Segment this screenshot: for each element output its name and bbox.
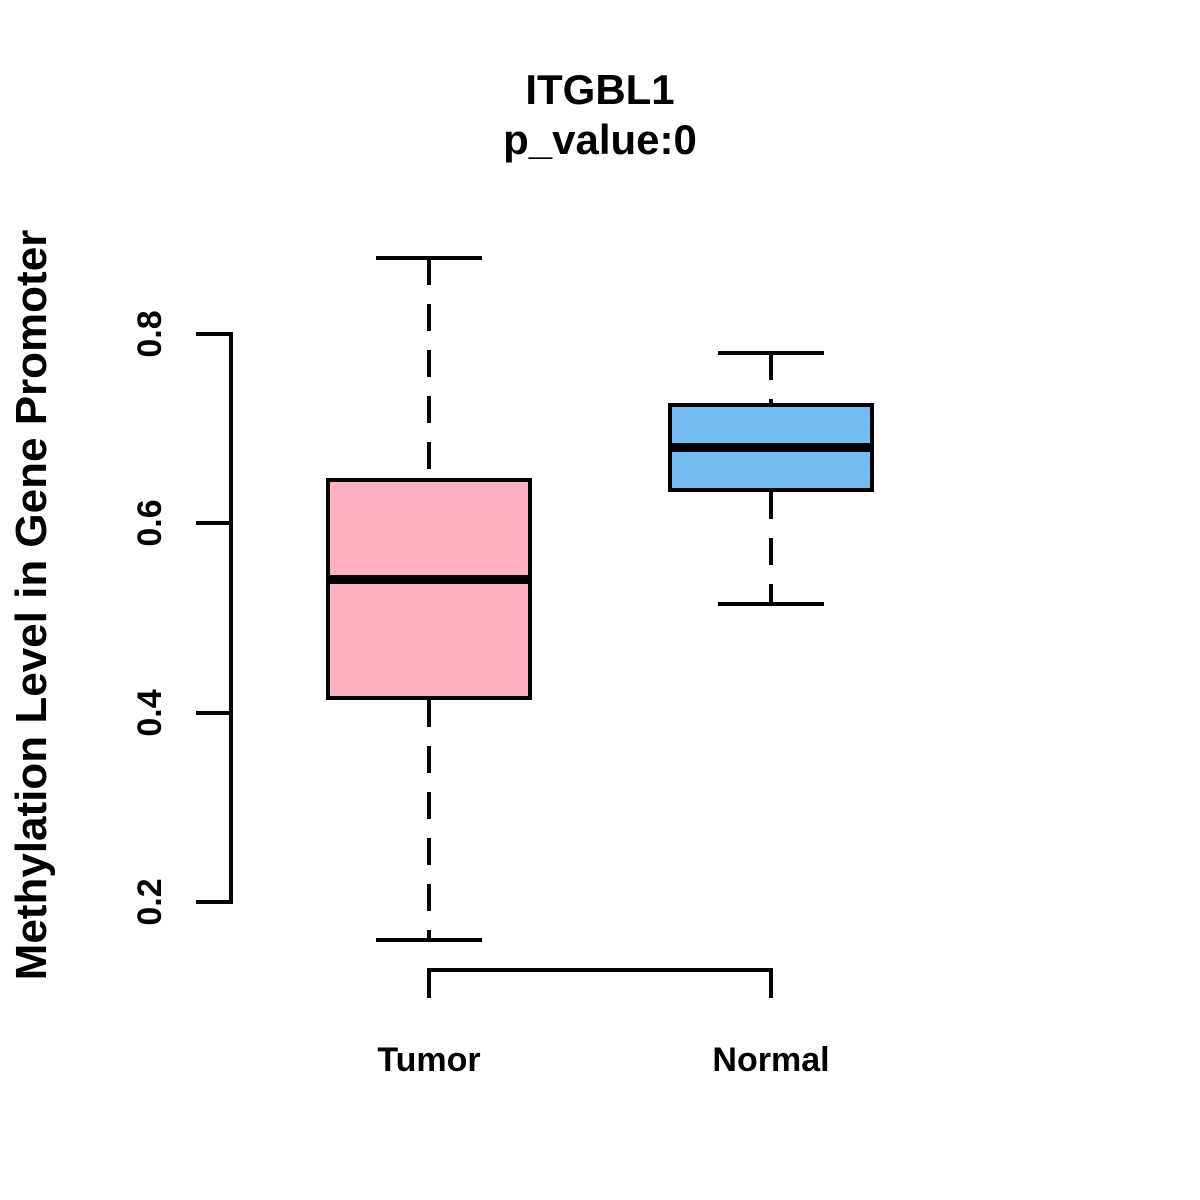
whisker-cap-max-normal	[718, 351, 824, 355]
y-tick-label: 0.8	[131, 310, 169, 358]
whisker-cap-min-tumor	[376, 938, 482, 942]
chart-title: ITGBL1	[525, 66, 675, 113]
chart-subtitle: p_value:0	[503, 116, 697, 163]
whisker-cap-min-normal	[718, 602, 824, 606]
y-tick-label: 0.6	[131, 499, 169, 547]
whisker-cap-max-tumor	[376, 256, 482, 260]
x-category-label: Tumor	[377, 1041, 481, 1079]
y-tick-label: 0.4	[131, 689, 169, 737]
median-line-tumor	[326, 575, 532, 584]
x-axis-tick	[427, 968, 431, 998]
box-tumor	[326, 478, 532, 700]
y-axis-tick	[196, 521, 229, 525]
x-axis-line	[427, 968, 773, 972]
y-tick-label: 0.2	[131, 878, 169, 926]
y-axis-tick	[196, 900, 229, 904]
y-axis-line	[229, 332, 233, 904]
y-axis-label: Methylation Level in Gene Promoter	[7, 229, 56, 981]
x-category-label: Normal	[712, 1041, 830, 1079]
y-axis-tick	[196, 332, 229, 336]
whisker-lower-tumor	[427, 700, 431, 939]
whisker-upper-normal	[769, 353, 773, 403]
whisker-lower-normal	[769, 492, 773, 604]
median-line-normal	[668, 443, 874, 452]
y-axis-tick	[196, 711, 229, 715]
whisker-upper-tumor	[427, 258, 431, 479]
x-axis-tick	[769, 968, 773, 998]
